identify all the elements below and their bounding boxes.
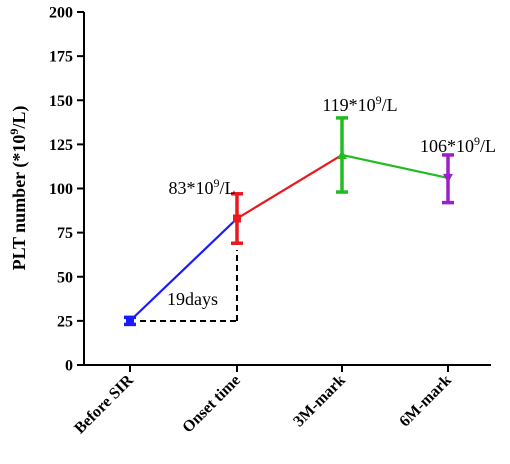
series-line-segment <box>341 153 449 179</box>
data-point-marker <box>337 149 347 159</box>
annotation-3m-sup: 9 <box>376 93 382 107</box>
y-tick-label: 50 <box>57 269 73 286</box>
y-tick-label: 175 <box>49 49 73 66</box>
data-markers <box>126 149 453 325</box>
annotation-3m-main: 119*10 <box>322 95 375 115</box>
y-axis-title: PLT number (*109/L) <box>7 106 30 271</box>
y-axis-title-sup: 9 <box>7 129 21 135</box>
x-category-label: 3M-mark <box>290 372 349 431</box>
annotation-onset-sup: 9 <box>214 176 220 190</box>
interval-bracket: 19days <box>140 250 238 322</box>
x-ticks: Before SIR Onset time 3M-mark 6M-mark <box>71 365 455 437</box>
y-axis-title-main: PLT number (*10 <box>9 135 30 271</box>
y-tick-label: 75 <box>57 225 73 242</box>
annotation-6m: 106*109/L <box>420 134 496 156</box>
annotation-3m: 119*109/L <box>322 93 397 115</box>
x-category-label: Onset time <box>179 372 243 436</box>
y-tick-label: 200 <box>49 5 73 22</box>
annotation-6m-tail: /L <box>480 136 496 156</box>
y-tick-label: 125 <box>49 137 73 154</box>
y-tick-label: 0 <box>65 358 73 375</box>
annotation-6m-main: 106*10 <box>420 136 474 156</box>
series-line-segment <box>236 154 343 220</box>
series-lines <box>129 153 449 322</box>
data-point-marker <box>443 173 453 183</box>
x-category-label: Before SIR <box>71 371 137 437</box>
series-line-segment <box>129 217 238 322</box>
y-axis-title-tail: /L) <box>9 106 30 130</box>
y-tick-label: 100 <box>49 181 73 198</box>
annotation-6m-sup: 9 <box>474 134 480 148</box>
y-ticks: 0 25 50 75 100 125 150 175 200 <box>49 5 84 375</box>
data-point-marker <box>233 214 241 223</box>
interval-label: 19days <box>167 289 218 309</box>
data-point-marker <box>126 316 134 325</box>
y-tick-label: 25 <box>57 313 73 330</box>
y-tick-label: 150 <box>49 93 73 110</box>
annotation-3m-tail: /L <box>382 95 398 115</box>
annotation-onset-main: 83*10 <box>169 178 214 198</box>
annotation-onset-tail: /L <box>220 178 236 198</box>
annotation-onset: 83*109/L <box>169 176 236 198</box>
x-category-label: 6M-mark <box>396 372 455 431</box>
